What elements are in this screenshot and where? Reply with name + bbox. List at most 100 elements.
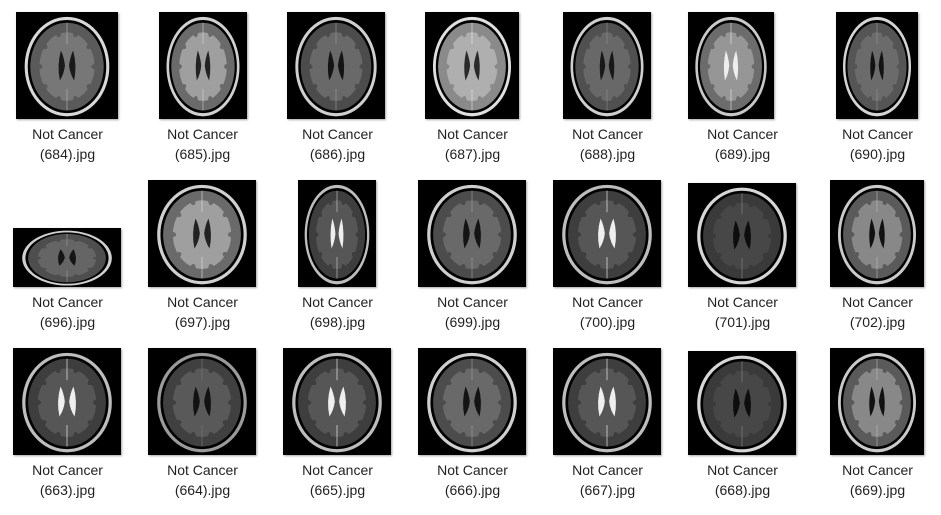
thumbnail-area <box>405 168 540 288</box>
mri-brain-scan-icon <box>283 348 391 455</box>
file-name-line2: (666).jpg <box>444 482 501 498</box>
thumbnail-area <box>405 336 540 456</box>
thumbnail-area <box>675 336 810 456</box>
file-name: Not Cancer (665).jpg <box>270 460 405 500</box>
file-name: Not Cancer (668).jpg <box>675 460 810 500</box>
file-name-line2: (665).jpg <box>309 482 366 498</box>
file-name-line2: (688).jpg <box>579 146 636 162</box>
file-name-line1: Not Cancer <box>437 462 508 478</box>
thumbnail-area <box>675 0 810 120</box>
thumbnail-area <box>0 0 135 120</box>
file-name-line2: (696).jpg <box>39 314 96 330</box>
file-item[interactable]: Not Cancer (689).jpg <box>675 0 810 168</box>
file-name: Not Cancer (687).jpg <box>405 124 540 164</box>
file-name-line1: Not Cancer <box>302 294 373 310</box>
file-name: Not Cancer (697).jpg <box>135 292 270 332</box>
thumbnail-area <box>405 0 540 120</box>
file-name: Not Cancer (685).jpg <box>135 124 270 164</box>
thumbnail-area <box>810 0 941 120</box>
file-name: Not Cancer (684).jpg <box>0 124 135 164</box>
file-name-line2: (697).jpg <box>174 314 231 330</box>
file-name-line1: Not Cancer <box>32 294 103 310</box>
file-name-line1: Not Cancer <box>302 126 373 142</box>
file-name-line2: (690).jpg <box>849 146 906 162</box>
file-name-line2: (702).jpg <box>849 314 906 330</box>
file-name-line2: (701).jpg <box>714 314 771 330</box>
mri-brain-scan-icon <box>159 12 247 119</box>
file-item[interactable]: Not Cancer (698).jpg <box>270 168 405 336</box>
file-item[interactable]: Not Cancer (688).jpg <box>540 0 675 168</box>
file-item[interactable]: Not Cancer (702).jpg <box>810 168 941 336</box>
file-name-line2: (669).jpg <box>849 482 906 498</box>
file-item[interactable]: Not Cancer (669).jpg <box>810 336 941 504</box>
thumbnail-area <box>540 336 675 456</box>
thumbnail-area <box>135 0 270 120</box>
file-name-line1: Not Cancer <box>707 462 778 478</box>
file-name-line1: Not Cancer <box>167 126 238 142</box>
file-name-line2: (668).jpg <box>714 482 771 498</box>
thumbnail-area <box>540 0 675 120</box>
file-item[interactable]: Not Cancer (696).jpg <box>0 168 135 336</box>
file-item[interactable]: Not Cancer (668).jpg <box>675 336 810 504</box>
thumbnail-area <box>270 0 405 120</box>
mri-brain-scan-icon <box>830 348 924 455</box>
mri-brain-scan-icon <box>553 180 661 287</box>
file-item[interactable]: Not Cancer (697).jpg <box>135 168 270 336</box>
file-name-line1: Not Cancer <box>842 294 913 310</box>
file-name-line2: (664).jpg <box>174 482 231 498</box>
mri-brain-scan-icon <box>563 12 651 119</box>
file-name-line1: Not Cancer <box>437 126 508 142</box>
file-name-line1: Not Cancer <box>572 294 643 310</box>
file-name: Not Cancer (702).jpg <box>810 292 941 332</box>
file-item[interactable]: Not Cancer (701).jpg <box>675 168 810 336</box>
file-item[interactable]: Not Cancer (699).jpg <box>405 168 540 336</box>
file-name-line1: Not Cancer <box>707 294 778 310</box>
file-name: Not Cancer (698).jpg <box>270 292 405 332</box>
mri-brain-scan-icon <box>418 180 526 287</box>
file-name-line2: (687).jpg <box>444 146 501 162</box>
file-name-line1: Not Cancer <box>32 126 103 142</box>
mri-brain-scan-icon <box>688 12 774 119</box>
mri-brain-scan-icon <box>425 12 519 119</box>
file-name-line2: (698).jpg <box>309 314 366 330</box>
file-name: Not Cancer (666).jpg <box>405 460 540 500</box>
file-name-line1: Not Cancer <box>167 462 238 478</box>
file-item[interactable]: Not Cancer (686).jpg <box>270 0 405 168</box>
mri-brain-scan-icon <box>13 348 121 455</box>
file-name-line1: Not Cancer <box>572 462 643 478</box>
file-item[interactable]: Not Cancer (684).jpg <box>0 0 135 168</box>
file-item[interactable]: Not Cancer (664).jpg <box>135 336 270 504</box>
thumbnail-area <box>270 336 405 456</box>
thumbnail-area <box>135 336 270 456</box>
file-name-line1: Not Cancer <box>842 462 913 478</box>
file-item[interactable]: Not Cancer (685).jpg <box>135 0 270 168</box>
thumbnail-area <box>135 168 270 288</box>
file-name: Not Cancer (701).jpg <box>675 292 810 332</box>
mri-brain-scan-icon <box>418 348 526 455</box>
mri-brain-scan-icon <box>148 180 256 287</box>
file-item[interactable]: Not Cancer (663).jpg <box>0 336 135 504</box>
file-item[interactable]: Not Cancer (690).jpg <box>810 0 941 168</box>
file-name-line1: Not Cancer <box>302 462 373 478</box>
file-name: Not Cancer (664).jpg <box>135 460 270 500</box>
file-item[interactable]: Not Cancer (687).jpg <box>405 0 540 168</box>
mri-brain-scan-icon <box>298 180 376 287</box>
file-name-line2: (699).jpg <box>444 314 501 330</box>
thumbnail-area <box>810 168 941 288</box>
thumbnail-area <box>0 336 135 456</box>
file-item[interactable]: Not Cancer (666).jpg <box>405 336 540 504</box>
file-name: Not Cancer (686).jpg <box>270 124 405 164</box>
file-name: Not Cancer (696).jpg <box>0 292 135 332</box>
file-item[interactable]: Not Cancer (700).jpg <box>540 168 675 336</box>
thumbnail-area <box>810 336 941 456</box>
file-item[interactable]: Not Cancer (665).jpg <box>270 336 405 504</box>
mri-brain-scan-icon <box>688 183 796 287</box>
mri-brain-scan-icon <box>830 180 924 287</box>
file-name: Not Cancer (669).jpg <box>810 460 941 500</box>
mri-brain-scan-icon <box>836 12 918 119</box>
file-name-line1: Not Cancer <box>707 126 778 142</box>
mri-brain-scan-icon <box>553 348 661 455</box>
file-item[interactable]: Not Cancer (667).jpg <box>540 336 675 504</box>
mri-brain-scan-icon <box>287 12 385 119</box>
